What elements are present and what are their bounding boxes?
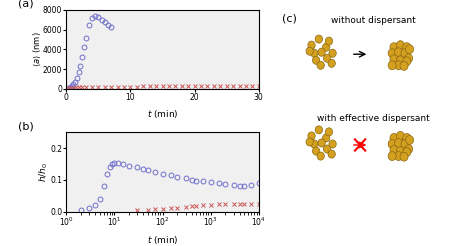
Circle shape bbox=[318, 139, 325, 147]
Circle shape bbox=[388, 49, 396, 58]
Text: with effective dispersant: with effective dispersant bbox=[317, 114, 429, 123]
X-axis label: $t$ (min): $t$ (min) bbox=[147, 108, 178, 120]
Circle shape bbox=[406, 45, 414, 54]
Circle shape bbox=[328, 150, 335, 158]
Circle shape bbox=[306, 138, 313, 146]
Circle shape bbox=[328, 59, 335, 67]
Circle shape bbox=[322, 43, 330, 51]
Circle shape bbox=[394, 152, 402, 161]
Circle shape bbox=[322, 134, 330, 142]
Circle shape bbox=[390, 146, 398, 154]
Circle shape bbox=[388, 61, 396, 70]
Circle shape bbox=[325, 128, 333, 136]
Text: (b): (b) bbox=[18, 121, 34, 131]
X-axis label: $t$ (min): $t$ (min) bbox=[147, 234, 178, 246]
Circle shape bbox=[400, 152, 408, 161]
Circle shape bbox=[403, 134, 411, 142]
Circle shape bbox=[306, 47, 313, 55]
Circle shape bbox=[310, 140, 318, 148]
Circle shape bbox=[405, 145, 413, 154]
Circle shape bbox=[403, 148, 411, 156]
Circle shape bbox=[396, 41, 404, 50]
Circle shape bbox=[329, 140, 336, 148]
Circle shape bbox=[312, 147, 320, 155]
Circle shape bbox=[317, 152, 324, 160]
Circle shape bbox=[394, 48, 402, 57]
Circle shape bbox=[312, 56, 320, 64]
Circle shape bbox=[315, 35, 322, 43]
Circle shape bbox=[310, 49, 318, 57]
Circle shape bbox=[317, 61, 324, 69]
Circle shape bbox=[396, 56, 404, 65]
Circle shape bbox=[396, 131, 404, 140]
Circle shape bbox=[388, 152, 396, 161]
Y-axis label: $h/h_0$: $h/h_0$ bbox=[37, 162, 50, 182]
Circle shape bbox=[390, 55, 398, 64]
Circle shape bbox=[315, 126, 322, 134]
Text: without dispersant: without dispersant bbox=[330, 16, 415, 25]
Text: (a): (a) bbox=[18, 0, 34, 9]
Circle shape bbox=[403, 43, 411, 52]
Circle shape bbox=[394, 61, 402, 70]
Circle shape bbox=[401, 139, 409, 148]
Circle shape bbox=[323, 54, 331, 62]
Circle shape bbox=[401, 49, 409, 58]
Circle shape bbox=[394, 138, 402, 147]
Circle shape bbox=[396, 147, 404, 155]
Circle shape bbox=[308, 132, 315, 140]
Circle shape bbox=[406, 136, 414, 144]
Circle shape bbox=[390, 43, 398, 52]
Circle shape bbox=[390, 134, 398, 142]
Circle shape bbox=[403, 57, 411, 66]
Circle shape bbox=[400, 62, 408, 70]
Circle shape bbox=[308, 41, 315, 49]
Circle shape bbox=[388, 139, 396, 148]
Circle shape bbox=[318, 48, 325, 56]
Circle shape bbox=[405, 54, 413, 63]
Circle shape bbox=[325, 37, 333, 45]
Circle shape bbox=[329, 49, 336, 57]
Text: (c): (c) bbox=[282, 14, 297, 24]
Circle shape bbox=[323, 145, 331, 153]
Y-axis label: $\langle a \rangle$ (nm): $\langle a \rangle$ (nm) bbox=[32, 31, 43, 67]
